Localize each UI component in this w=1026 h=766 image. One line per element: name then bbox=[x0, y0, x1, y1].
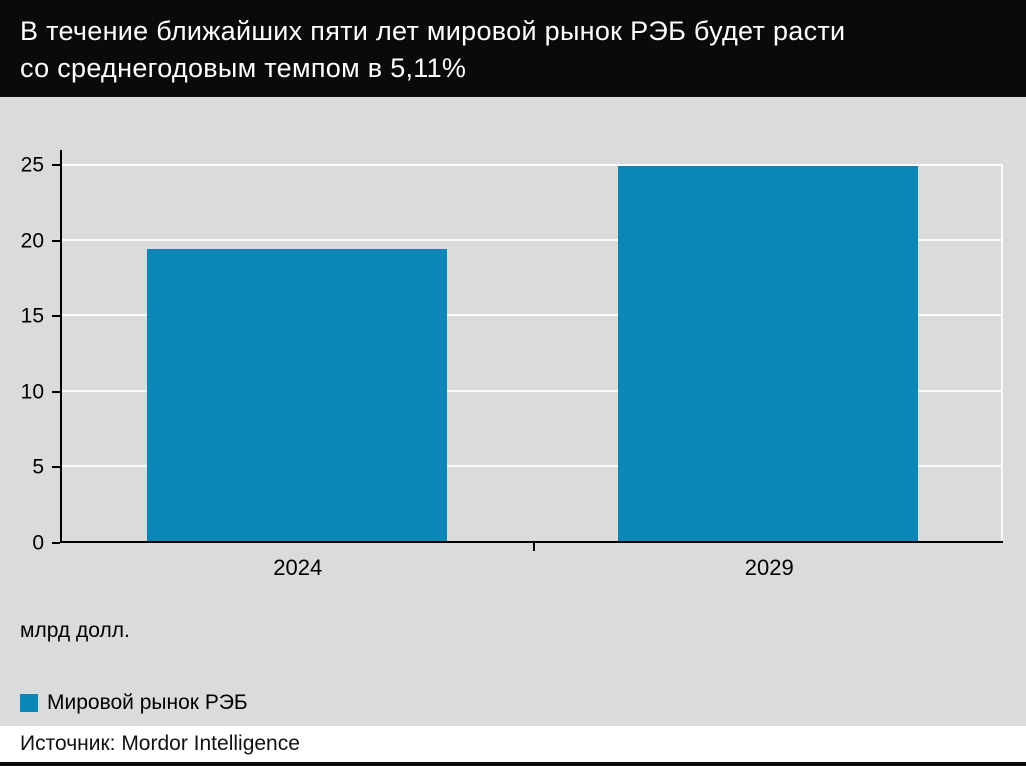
plot-right-edge-line bbox=[1001, 164, 1003, 541]
bar-slot bbox=[533, 150, 1004, 541]
y-axis-labels: 0 5 10 15 20 25 bbox=[0, 150, 44, 554]
y-tick-label: 15 bbox=[20, 304, 44, 328]
source-row: Источник: Mordor Intelligence bbox=[0, 726, 1026, 762]
y-tick-label: 5 bbox=[32, 455, 44, 479]
x-tick-label: 2029 bbox=[744, 555, 794, 580]
bar-2029[interactable] bbox=[617, 165, 918, 541]
y-tick-label: 25 bbox=[20, 153, 44, 177]
y-tick-mark bbox=[52, 542, 60, 544]
x-axis-labels: 2024 2029 bbox=[62, 555, 1005, 581]
unit-label: млрд долл. bbox=[20, 619, 130, 642]
x-axis-center-tick bbox=[532, 543, 535, 551]
y-axis-ticks bbox=[52, 150, 60, 544]
bars bbox=[62, 150, 1003, 541]
legend: Мировой рынок РЭБ bbox=[20, 691, 248, 715]
source-text: Источник: Mordor Intelligence bbox=[20, 732, 300, 755]
chart-title-bar: В течение ближайших пяти лет мировой рын… bbox=[0, 0, 1026, 97]
legend-label: Мировой рынок РЭБ bbox=[47, 691, 248, 714]
legend-swatch-icon bbox=[20, 694, 38, 712]
y-tick-label: 10 bbox=[20, 380, 44, 404]
gridline bbox=[62, 314, 1003, 317]
chart-title-line-2: со среднегодовым темпом в 5,11% bbox=[20, 53, 467, 83]
y-tick-mark bbox=[52, 164, 60, 167]
plot-area bbox=[60, 150, 1003, 551]
chart-area: 0 5 10 15 20 25 2024 2029 млрд долл. Мировой р… bbox=[0, 97, 1026, 726]
gridline bbox=[62, 239, 1003, 242]
y-tick-label: 20 bbox=[20, 229, 44, 253]
y-tick-mark bbox=[52, 466, 60, 469]
y-tick-mark bbox=[52, 315, 60, 318]
y-tick-mark bbox=[52, 239, 60, 242]
gridline bbox=[62, 464, 1003, 467]
gridline bbox=[62, 164, 1003, 167]
bar-slot bbox=[62, 150, 533, 541]
x-tick-label: 2024 bbox=[273, 555, 323, 580]
chart-title-line-1: В течение ближайших пяти лет мировой рын… bbox=[20, 16, 846, 46]
bar-2024[interactable] bbox=[147, 248, 448, 541]
y-tick-mark bbox=[52, 390, 60, 393]
y-tick-label: 0 bbox=[32, 531, 44, 555]
gridline bbox=[62, 389, 1003, 392]
footer-bar bbox=[0, 762, 1026, 766]
